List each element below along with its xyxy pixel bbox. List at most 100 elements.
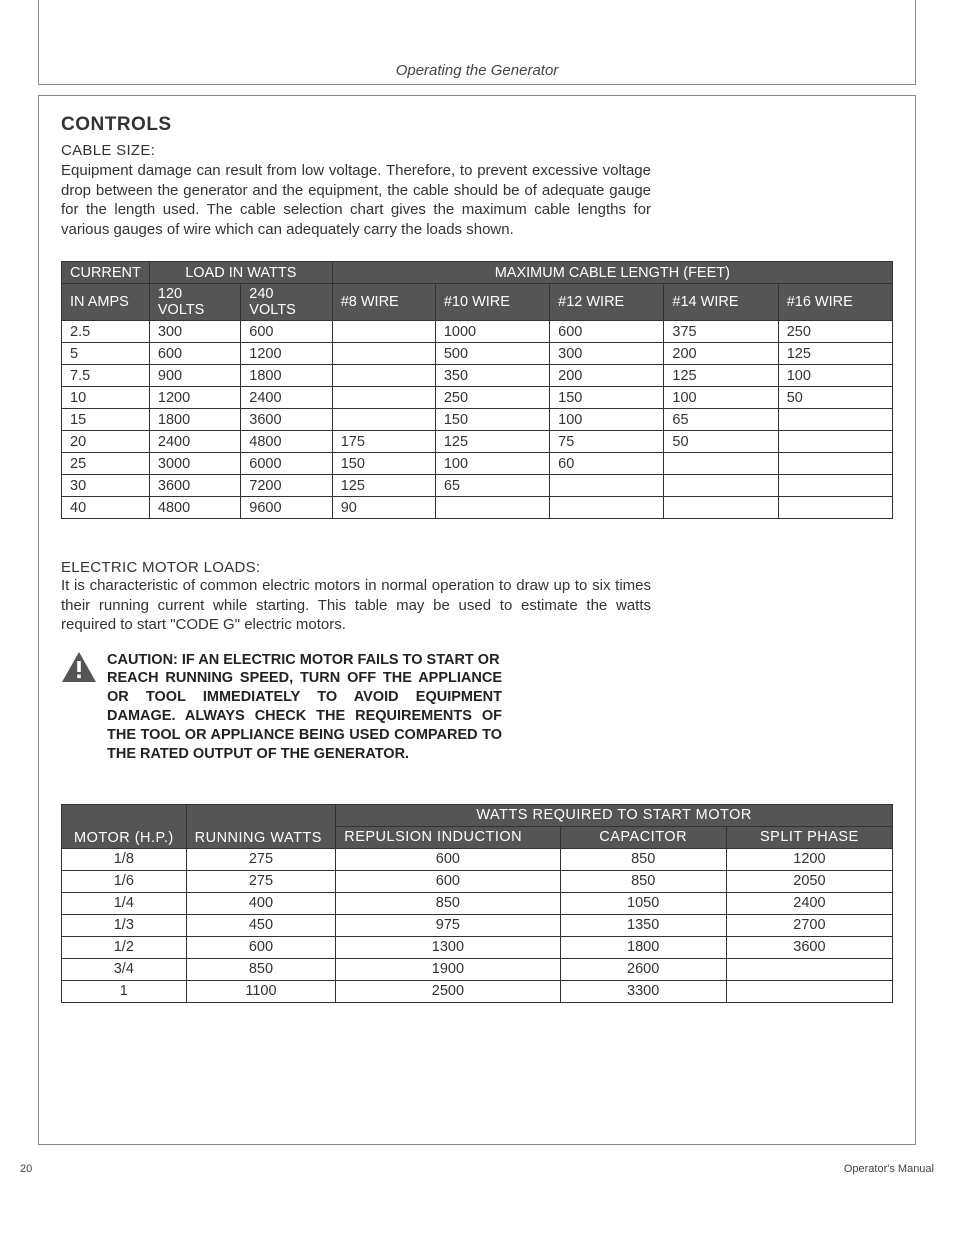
table-row: 56001200500300200125 [62, 343, 893, 365]
table-cell: 3/4 [62, 958, 187, 980]
table-cell: 3600 [726, 936, 892, 958]
table-cell: 2700 [726, 914, 892, 936]
table-row: 151800360015010065 [62, 409, 893, 431]
hdr-watts: WATTS REQUIRED TO START MOTOR [336, 804, 893, 826]
table-cell: 50 [778, 387, 892, 409]
table-cell: 125 [664, 365, 778, 387]
table-cell: 25 [62, 453, 150, 475]
table-cell: 375 [664, 321, 778, 343]
table-cell [778, 497, 892, 519]
table-cell [778, 475, 892, 497]
main-content: CONTROLS CABLE SIZE: Equipment damage ca… [38, 95, 916, 1145]
table-cell [550, 475, 664, 497]
table-row: 303600720012565 [62, 475, 893, 497]
table-cell [778, 431, 892, 453]
table-cell: 850 [560, 848, 726, 870]
table-cell: 1800 [149, 409, 240, 431]
header-title: Operating the Generator [39, 62, 915, 79]
footer-right: Operator's Manual [844, 1163, 934, 1175]
table-cell: 60 [550, 453, 664, 475]
table-cell: 75 [550, 431, 664, 453]
table-cell: 125 [778, 343, 892, 365]
motor-paragraph: It is characteristic of common electric … [61, 576, 651, 635]
section-title: CONTROLS [61, 114, 893, 136]
table-cell: 100 [778, 365, 892, 387]
table-row: 2.53006001000600375250 [62, 321, 893, 343]
table-cell: 3000 [149, 453, 240, 475]
table-cell: 3300 [560, 980, 726, 1002]
table-cell: 1 [62, 980, 187, 1002]
table-cell: 3600 [149, 475, 240, 497]
table-cell: 1/3 [62, 914, 187, 936]
table-cell: 1000 [435, 321, 549, 343]
table-cell [664, 497, 778, 519]
hdr-load: LOAD IN WATTS [149, 262, 332, 284]
warning-icon [61, 651, 99, 764]
table-row: 20240048001751257550 [62, 431, 893, 453]
table-cell: 975 [336, 914, 560, 936]
table-cell: 2050 [726, 870, 892, 892]
table-cell: 850 [186, 958, 336, 980]
table-cell: 10 [62, 387, 150, 409]
table-cell [550, 497, 664, 519]
hdr-ri: REPULSION INDUCTION [336, 826, 560, 848]
caution-line1: CAUTION: IF AN ELECTRIC MOTOR FAILS TO S… [107, 651, 502, 670]
table-cell [726, 958, 892, 980]
table-cell: 40 [62, 497, 150, 519]
table-cell: 50 [664, 431, 778, 453]
table-cell: 1/6 [62, 870, 187, 892]
table-cell: 2600 [560, 958, 726, 980]
table-row: 7.59001800350200125100 [62, 365, 893, 387]
table-row: 1110025003300 [62, 980, 893, 1002]
hdr-cap: CAPACITOR [560, 826, 726, 848]
table-cell: 850 [560, 870, 726, 892]
table-cell: 200 [550, 365, 664, 387]
table-cell [332, 365, 435, 387]
table-cell: 4800 [149, 497, 240, 519]
table-cell: 250 [778, 321, 892, 343]
table-cell: 7.5 [62, 365, 150, 387]
table-cell: 450 [186, 914, 336, 936]
table-cell: 3600 [241, 409, 332, 431]
table-cell: 1100 [186, 980, 336, 1002]
table-cell: 1200 [241, 343, 332, 365]
table-cell: 600 [241, 321, 332, 343]
hdr-current: CURRENT [62, 262, 150, 284]
table-cell: 1200 [726, 848, 892, 870]
table-row: 1/82756008501200 [62, 848, 893, 870]
table-cell: 100 [435, 453, 549, 475]
page-number: 20 [20, 1163, 32, 1175]
table-cell: 1900 [336, 958, 560, 980]
table-cell: 100 [664, 387, 778, 409]
table-cell: 1300 [336, 936, 560, 958]
table-cell: 900 [149, 365, 240, 387]
table-cell [332, 321, 435, 343]
table-cell [332, 343, 435, 365]
table-cell: 1/8 [62, 848, 187, 870]
table-cell: 150 [435, 409, 549, 431]
table-cell: 275 [186, 848, 336, 870]
table-cell: 300 [149, 321, 240, 343]
caution-text: CAUTION: IF AN ELECTRIC MOTOR FAILS TO S… [107, 651, 502, 764]
motor-table: MOTOR (H.P.) RUNNING WATTS WATTS REQUIRE… [61, 804, 893, 1003]
table-cell: 30 [62, 475, 150, 497]
table-cell: 1/2 [62, 936, 187, 958]
hdr-rw: RUNNING WATTS [186, 804, 336, 848]
table-cell: 2400 [241, 387, 332, 409]
hdr-240: 240 VOLTS [241, 284, 332, 321]
table-row: 404800960090 [62, 497, 893, 519]
table-cell: 400 [186, 892, 336, 914]
table-cell: 600 [336, 870, 560, 892]
table-cell: 1/4 [62, 892, 187, 914]
caution-block: CAUTION: IF AN ELECTRIC MOTOR FAILS TO S… [61, 651, 893, 764]
table-cell: 2400 [149, 431, 240, 453]
table-cell [435, 497, 549, 519]
table-cell: 7200 [241, 475, 332, 497]
table-cell [332, 387, 435, 409]
table-cell: 2400 [726, 892, 892, 914]
table-cell: 1050 [560, 892, 726, 914]
hdr-120: 120 VOLTS [149, 284, 240, 321]
table-cell: 65 [435, 475, 549, 497]
table-cell: 350 [435, 365, 549, 387]
caution-rest: REACH RUNNING SPEED, TURN OFF THE APPLIA… [107, 669, 502, 763]
